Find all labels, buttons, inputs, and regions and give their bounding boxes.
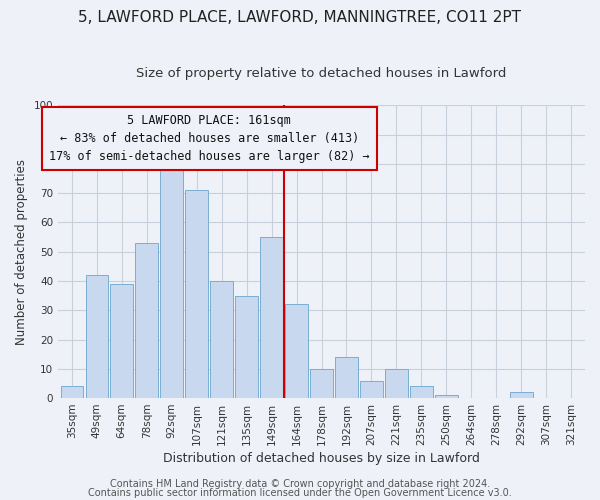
Bar (185, 190, 208, 398)
Bar (310, 369, 333, 398)
Bar (110, 284, 133, 398)
Bar (235, 296, 258, 398)
Text: 5 LAWFORD PLACE: 161sqm
← 83% of detached houses are smaller (413)
17% of semi-d: 5 LAWFORD PLACE: 161sqm ← 83% of detache… (49, 114, 370, 163)
Text: 5, LAWFORD PLACE, LAWFORD, MANNINGTREE, CO11 2PT: 5, LAWFORD PLACE, LAWFORD, MANNINGTREE, … (79, 10, 521, 25)
X-axis label: Distribution of detached houses by size in Lawford: Distribution of detached houses by size … (163, 452, 480, 465)
Bar (136, 243, 158, 398)
Bar (160, 164, 183, 398)
Bar (510, 392, 533, 398)
Bar (335, 357, 358, 398)
Bar (61, 386, 83, 398)
Bar (260, 237, 283, 398)
Bar (286, 304, 308, 398)
Title: Size of property relative to detached houses in Lawford: Size of property relative to detached ho… (136, 68, 507, 80)
Bar (435, 395, 458, 398)
Bar (211, 281, 233, 398)
Bar (385, 369, 407, 398)
Text: Contains public sector information licensed under the Open Government Licence v3: Contains public sector information licen… (88, 488, 512, 498)
Y-axis label: Number of detached properties: Number of detached properties (15, 158, 28, 344)
Bar (360, 380, 383, 398)
Bar (86, 275, 108, 398)
Text: Contains HM Land Registry data © Crown copyright and database right 2024.: Contains HM Land Registry data © Crown c… (110, 479, 490, 489)
Bar (410, 386, 433, 398)
